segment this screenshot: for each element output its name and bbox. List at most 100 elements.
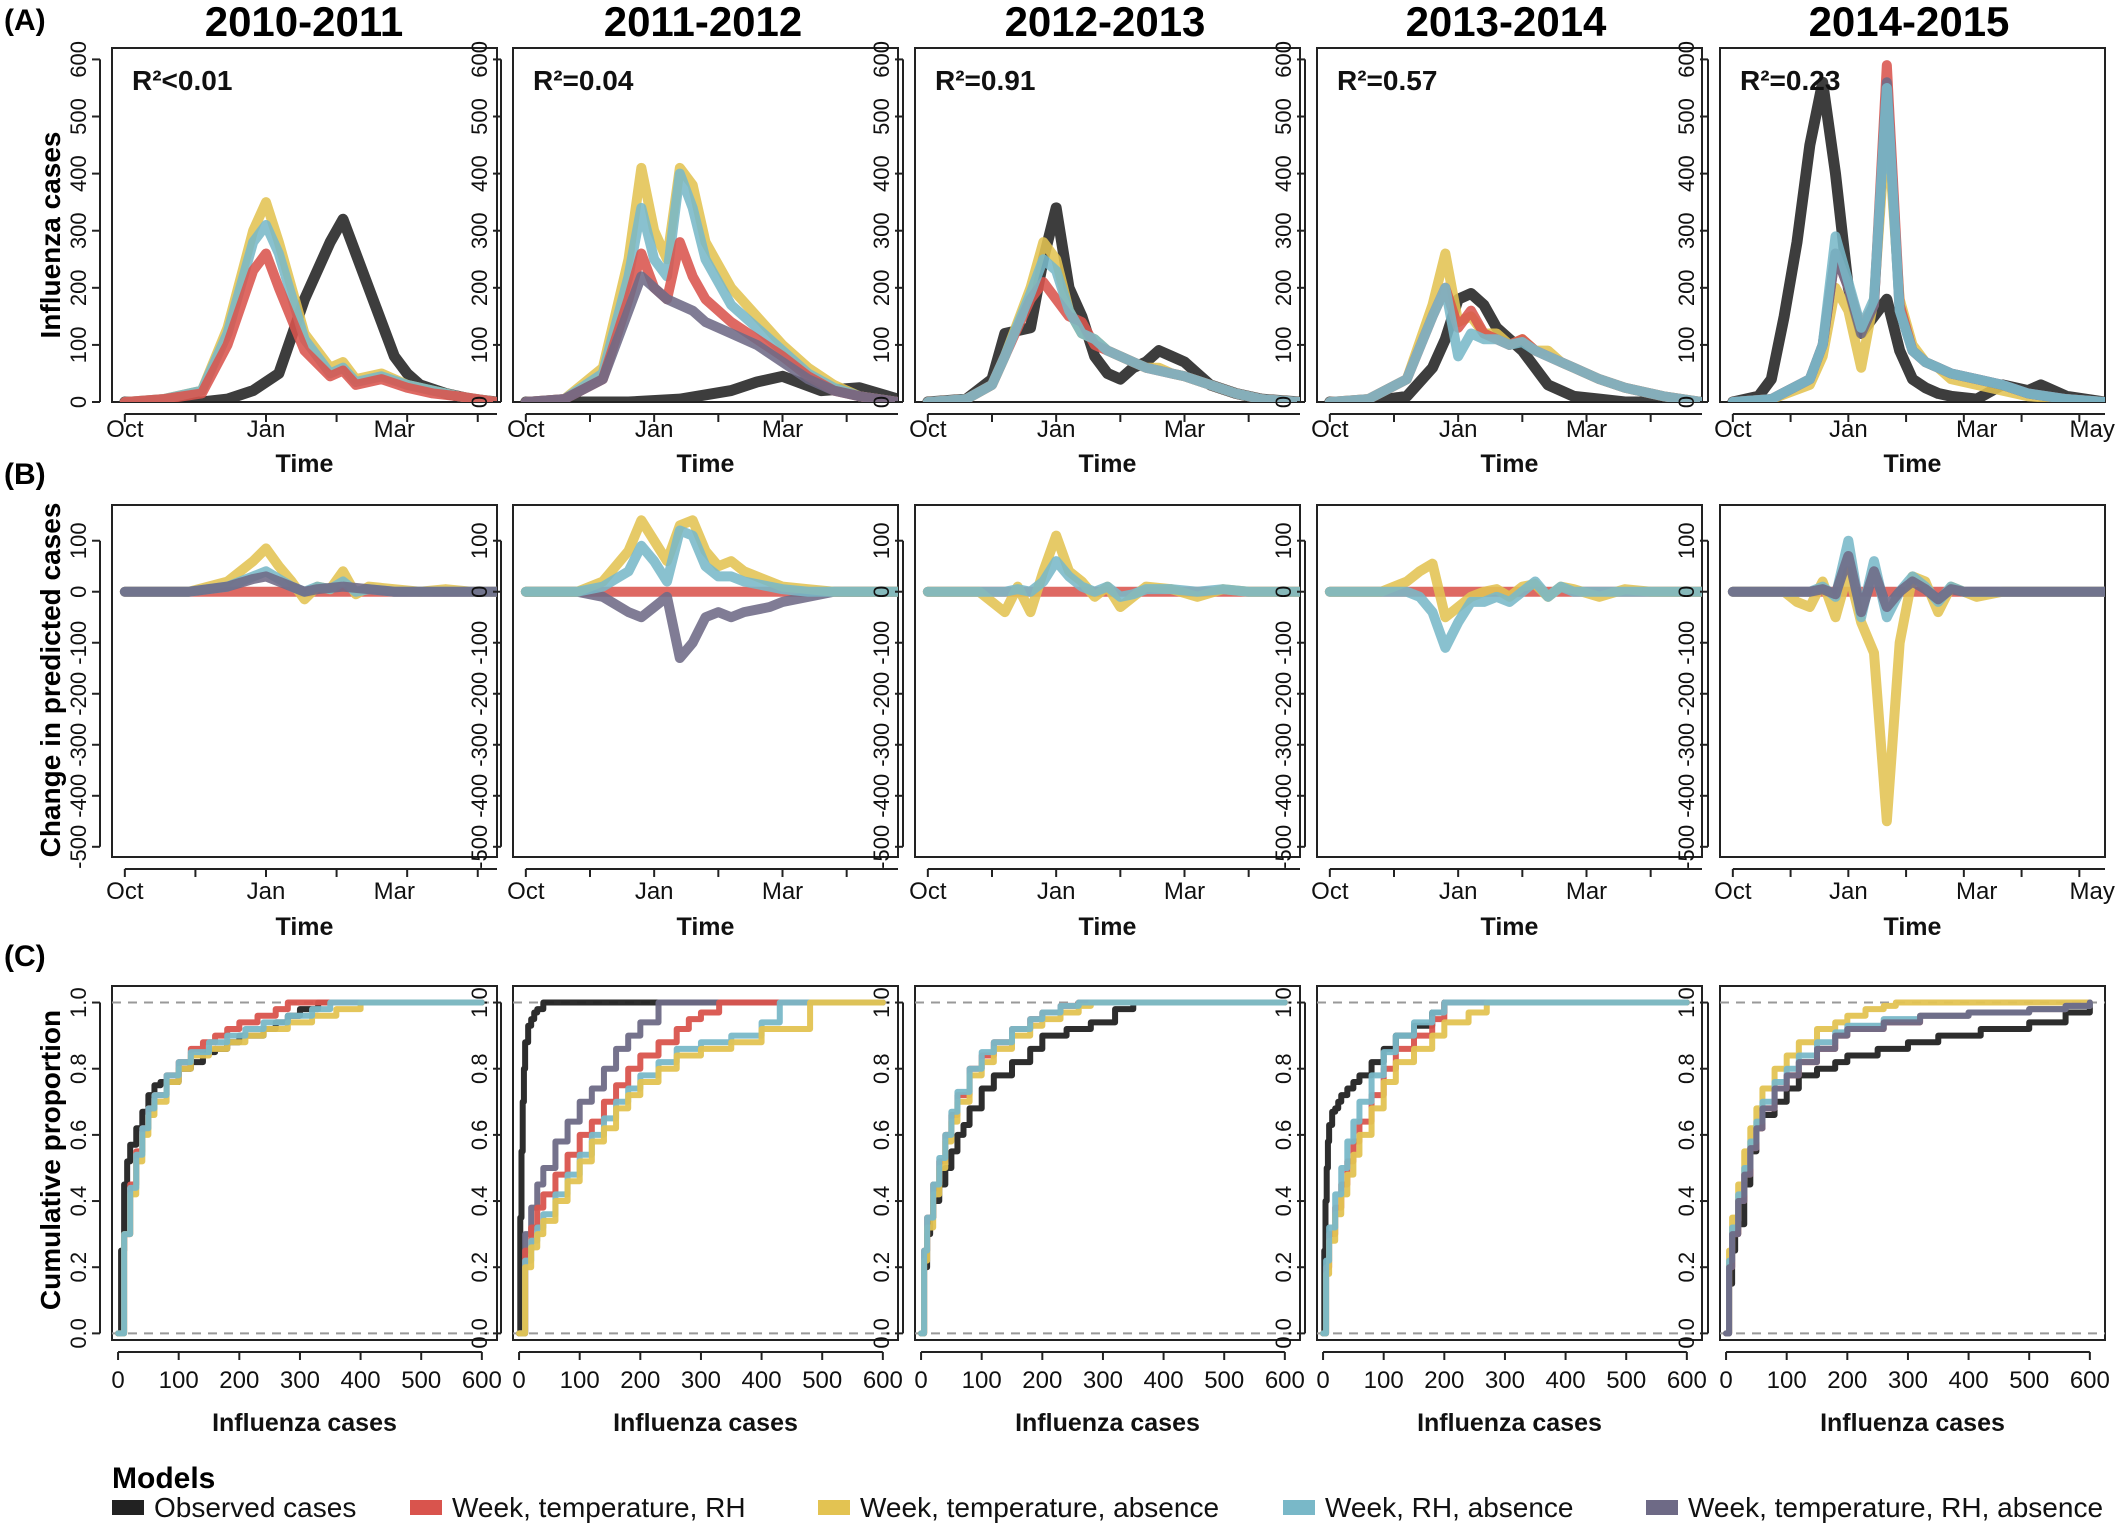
legend-label: Week, temperature, RH: [452, 1492, 746, 1523]
y-tick-label: 0.4: [1271, 1186, 1296, 1217]
x-axis-title: Influenza cases: [613, 1409, 798, 1437]
series-group: [516, 999, 886, 1337]
x-axis-title: Time: [1884, 450, 1942, 478]
y-tick-label: 500: [1271, 98, 1296, 135]
x-tick-label: Jan: [247, 878, 286, 905]
x-axis-title: Influenza cases: [1015, 1409, 1200, 1437]
x-tick-label: Mar: [1566, 878, 1607, 905]
y-tick-label: 1.0: [1674, 987, 1699, 1018]
series-week_rh_absence: [1727, 82, 2105, 402]
series-week_rh_absence: [1324, 576, 1702, 653]
x-tick-label: 600: [1265, 1367, 1305, 1394]
series-week_temp_rh_absence: [1723, 999, 2093, 1337]
y-tick-label: 0.6: [66, 1120, 91, 1151]
panel-b-2: -500 -400 -300 -200 -100 0 100 Oct Jan Mar Time: [467, 504, 899, 941]
y-tick-label: 0.8: [467, 1053, 492, 1084]
x-axis-title: Time: [276, 450, 334, 478]
series-week_temp_rh: [119, 248, 497, 402]
y-tick-label: 0.0: [66, 1318, 91, 1349]
x-tick-label: 600: [863, 1367, 903, 1394]
y-tick-label: 0.4: [869, 1186, 894, 1217]
legend-label: Week, temperature, absence: [860, 1492, 1219, 1523]
x-tick-label: 400: [1949, 1367, 1989, 1394]
series-group: [115, 999, 485, 1337]
panel-a-4: R²=0.57 0 100 200 300 400 500 600 Oct Jan Mar Time: [1271, 41, 1703, 478]
y-tick-label: 100: [1271, 522, 1296, 559]
x-tick-label: Oct: [1311, 416, 1349, 443]
x-tick-label: Mar: [1956, 416, 1997, 443]
series-group: [1324, 248, 1702, 402]
ylabel-a: Influenza cases: [35, 132, 66, 339]
y-tick-label: 0.4: [1674, 1186, 1699, 1217]
y-tick-label: -400: [1674, 774, 1699, 818]
y-tick-label: 0.8: [66, 1053, 91, 1084]
series-group: [918, 999, 1288, 1337]
y-tick-label: 400: [66, 155, 91, 192]
legend-label: Week, RH, absence: [1325, 1492, 1574, 1523]
x-tick-label: Mar: [1164, 416, 1205, 443]
series-week_rh_absence: [1324, 282, 1702, 402]
y-tick-label: 500: [1674, 98, 1699, 135]
x-tick-label: Jan: [635, 878, 674, 905]
y-tick-label: 400: [1674, 155, 1699, 192]
series-group: [922, 202, 1300, 402]
season-title-5: 2014-2015: [1809, 0, 2010, 45]
y-tick-label: 0: [1271, 396, 1296, 408]
y-tick-label: 400: [467, 155, 492, 192]
series-group: [922, 530, 1300, 618]
y-tick-label: -500: [869, 825, 894, 869]
x-tick-label: Oct: [1714, 878, 1752, 905]
y-tick-label: 0.0: [1674, 1318, 1699, 1349]
panel-a-1: R²<0.01 0 100 200 300 400 500 600 Oct Jan Mar Time: [66, 41, 498, 478]
y-tick-label: 100: [869, 327, 894, 364]
season-title-1: 2010-2011: [205, 0, 404, 45]
x-tick-label: Mar: [1566, 416, 1607, 443]
legend-item-week_temp_rh: Week, temperature, RH: [410, 1492, 746, 1523]
series-week_temp_rh_absence: [1727, 551, 2105, 618]
y-tick-label: 0.0: [1271, 1318, 1296, 1349]
y-tick-label: -400: [1271, 774, 1296, 818]
x-tick-label: 100: [962, 1367, 1002, 1394]
y-tick-label: 0.2: [1271, 1252, 1296, 1283]
plot-frame: [512, 985, 899, 1341]
x-tick-label: 300: [1485, 1367, 1525, 1394]
plot-frame: [914, 47, 1301, 403]
y-tick-label: -300: [467, 723, 492, 767]
y-tick-label: 0.8: [1674, 1053, 1699, 1084]
plot-frame: [1719, 504, 2106, 858]
y-tick-label: -200: [467, 672, 492, 716]
plot-frame: [1316, 504, 1703, 858]
y-tick-label: -400: [467, 774, 492, 818]
legend: Observed cases Week, temperature, RH Week,…: [112, 1492, 2103, 1523]
panel-b-4: -500 -400 -300 -200 -100 0 100 Oct Jan Mar Time: [1271, 504, 1703, 941]
plot-frame: [111, 504, 498, 858]
x-axis-title: Time: [1079, 913, 1137, 941]
x-tick-label: 500: [401, 1367, 441, 1394]
legend-label: Week, temperature, RH, absence: [1688, 1492, 2103, 1523]
y-tick-label: 100: [467, 327, 492, 364]
y-tick-label: 600: [467, 41, 492, 78]
x-tick-label: 500: [1204, 1367, 1244, 1394]
r2-label: R²=0.91: [935, 65, 1035, 96]
series-week_rh_absence: [1320, 999, 1690, 1337]
series-group: [1320, 999, 1690, 1337]
season-title-4: 2013-2014: [1406, 0, 1607, 45]
r2-label: R²=0.57: [1337, 65, 1437, 96]
legend-item-week_temp_absence: Week, temperature, absence: [818, 1492, 1219, 1523]
y-tick-label: 100: [66, 327, 91, 364]
y-tick-label: -200: [66, 672, 91, 716]
x-tick-label: Oct: [507, 878, 545, 905]
x-tick-label: Oct: [1714, 416, 1752, 443]
x-tick-label: 200: [1827, 1367, 1867, 1394]
y-tick-label: 300: [66, 212, 91, 249]
panel-c-3: 0.0 0.2 0.4 0.6 0.8 1.0 0 100 200 300 400 500 600 Inf…: [869, 985, 1305, 1437]
series-week_temp_rh: [1320, 999, 1690, 1337]
y-tick-label: -500: [467, 825, 492, 869]
series-group: [119, 543, 497, 605]
plot-frame: [1719, 985, 2106, 1341]
series-week_rh_absence: [115, 999, 485, 1337]
r2-label: R²=0.04: [533, 65, 634, 96]
y-tick-label: 100: [1674, 522, 1699, 559]
y-tick-label: 0.6: [869, 1120, 894, 1151]
legend-item-observed: Observed cases: [112, 1492, 356, 1523]
